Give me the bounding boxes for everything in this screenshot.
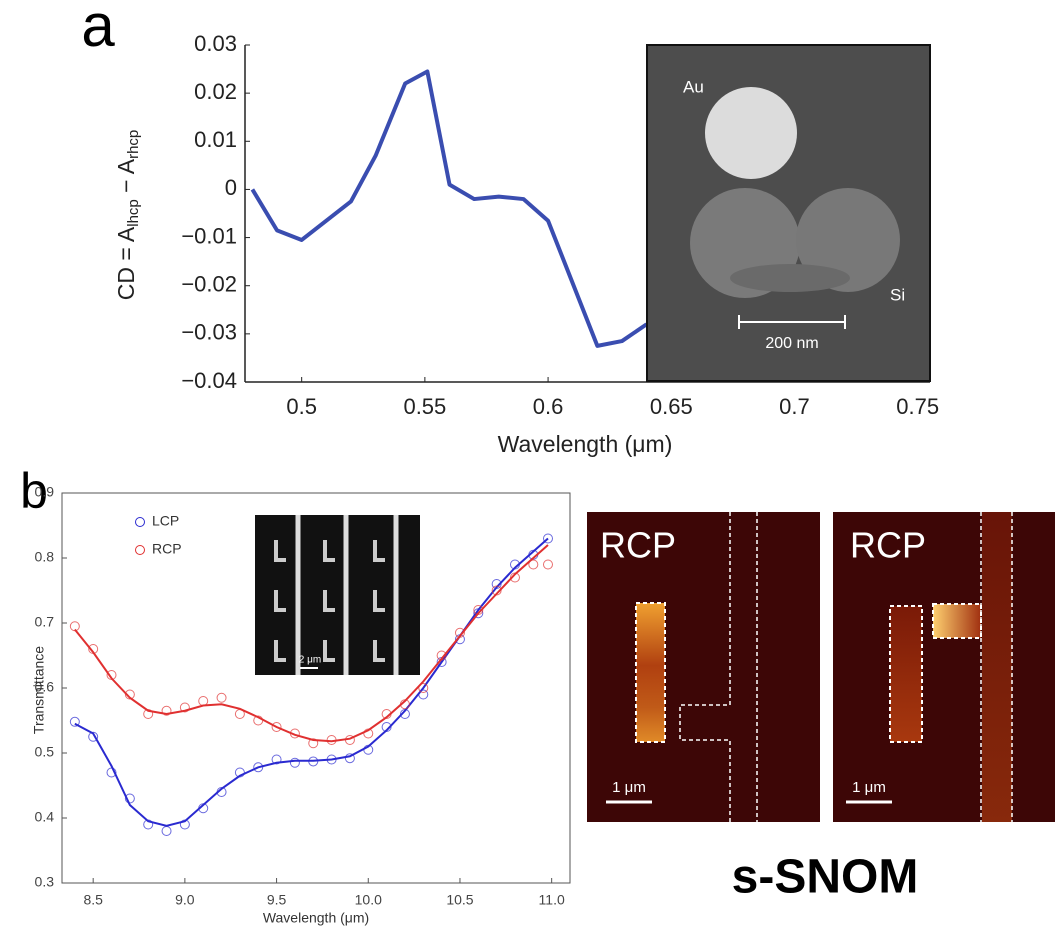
x-tick-label: 9.5 (267, 892, 287, 908)
y-tick-label: 0.7 (35, 614, 55, 630)
snom-image (587, 512, 820, 822)
y-tick-label: −0.04 (181, 368, 237, 393)
legend-label: RCP (152, 541, 182, 557)
data-point (308, 738, 319, 749)
x-tick-label: 10.0 (355, 892, 382, 908)
legend-label: LCP (152, 513, 179, 529)
wire-signal (982, 512, 1012, 822)
x-axis-label: Wavelength (μm) (263, 910, 369, 926)
data-point (363, 728, 374, 739)
x-tick-label: 0.6 (533, 394, 564, 419)
y-tick-label: 0 (225, 175, 237, 200)
y-axis-label-part: − A (113, 158, 139, 199)
data-point (143, 709, 154, 719)
hot-spot (932, 603, 982, 639)
y-tick-label: −0.01 (181, 223, 237, 248)
x-tick-label: 0.75 (896, 394, 939, 419)
x-tick-label: 0.65 (650, 394, 693, 419)
data-point (179, 702, 190, 713)
data-line (250, 69, 648, 348)
data-point (344, 753, 355, 764)
fit-line (74, 544, 549, 743)
caption: s-SNOM (732, 851, 919, 904)
data-point (161, 705, 172, 716)
panel-label: a (81, 0, 115, 59)
antenna-signal (889, 605, 923, 743)
scale-bar (738, 315, 846, 329)
si-particle (796, 188, 900, 292)
x-tick-label: 0.7 (779, 394, 810, 419)
y-tick-label: 0.02 (194, 79, 237, 104)
x-tick-label: 9.0 (175, 892, 195, 908)
y-tick-label: 0.9 (35, 484, 55, 500)
data-point (253, 762, 264, 773)
y-tick-label: 0.3 (35, 874, 55, 890)
data-point (216, 692, 227, 703)
x-tick-label: 0.5 (286, 394, 317, 419)
inset-label: Au (683, 77, 704, 96)
data-point (69, 716, 80, 727)
x-tick-label: 0.55 (403, 394, 446, 419)
x-tick-label: 11.0 (539, 892, 565, 908)
data-point (271, 754, 282, 765)
scale-label: 200 nm (765, 335, 818, 352)
data-point (88, 731, 99, 742)
panel-label: b (20, 463, 48, 519)
outline (679, 512, 758, 822)
y-tick-label: 0.4 (35, 809, 55, 825)
y-axis-label-part: rhcp (125, 130, 142, 159)
x-tick-label: 8.5 (83, 892, 103, 908)
y-axis-label: CD = Alhcp − Arhcp (113, 130, 142, 301)
x-tick-label: 10.5 (446, 892, 473, 908)
hot-spot (635, 602, 666, 743)
scale-label: 1 μm (852, 779, 886, 796)
x-axis-label: Wavelength (μm) (498, 431, 673, 457)
legend-marker (135, 517, 145, 527)
data-point (542, 559, 553, 570)
antenna (274, 540, 385, 662)
data-point (528, 559, 539, 570)
outline (980, 512, 1013, 822)
legend-marker (135, 545, 145, 555)
au-particle (705, 87, 797, 179)
chart-b: 0.3 0.4 0.5 0.6 0.7 0.8 0.9 8.5 9.0 9.5 10.0 10.5 11… (31, 484, 571, 926)
inset-frame (255, 515, 420, 675)
data-point (234, 767, 245, 778)
data-point (124, 689, 135, 700)
fit-line (74, 537, 549, 827)
wire (295, 515, 399, 675)
data-point (418, 683, 429, 693)
snom-label: RCP (600, 525, 676, 566)
scale-label: 1 μm (612, 779, 646, 796)
scale-label: 2 μm (299, 655, 321, 666)
snom-panel: RCP 1 μm (587, 512, 820, 822)
substrate-shadow (730, 264, 850, 292)
y-axis-label-part: lhcp (125, 199, 142, 227)
snom-image (833, 512, 1055, 822)
chart-a: −0.04 −0.03 −0.02 −0.01 0 0.01 0.02 0.03 0.5 0.55… (113, 31, 939, 457)
y-axis-label-part: CD = A (113, 226, 139, 300)
data-point (542, 533, 553, 544)
snom-panel: RCP 1 μm (833, 512, 1055, 822)
data-point (271, 722, 282, 732)
y-tick-label: 0.6 (35, 679, 55, 695)
sem-inset: 2 μm (255, 515, 420, 675)
inset-label: Si (890, 285, 905, 304)
y-tick-label: 0.8 (35, 549, 55, 565)
y-axis-label: Transmittance (31, 646, 47, 734)
y-tick-label: 0.5 (35, 744, 55, 760)
y-tick-label: −0.03 (181, 320, 237, 345)
data-point (289, 757, 300, 768)
y-tick-label: 0.03 (194, 31, 237, 56)
snom-label: RCP (850, 525, 926, 566)
sem-inset: Au Si 200 nm (646, 44, 931, 382)
y-tick-label: 0.01 (194, 127, 237, 152)
y-tick-label: −0.02 (181, 272, 237, 297)
